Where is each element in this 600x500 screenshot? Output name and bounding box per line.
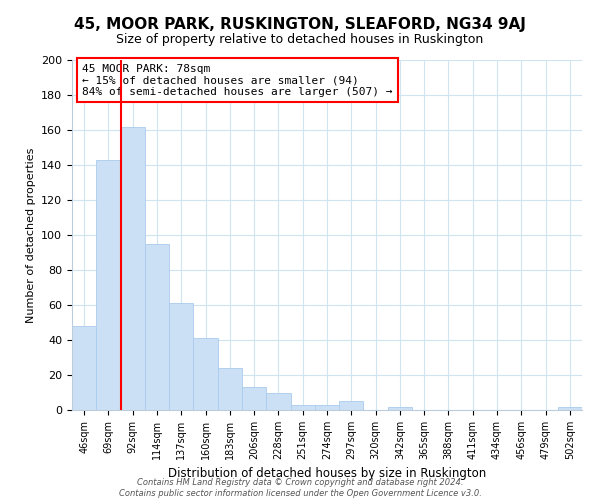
X-axis label: Distribution of detached houses by size in Ruskington: Distribution of detached houses by size … [168,468,486,480]
Bar [290,405,315,410]
Bar [96,160,121,410]
Text: Contains HM Land Registry data © Crown copyright and database right 2024.
Contai: Contains HM Land Registry data © Crown c… [119,478,481,498]
Bar [145,244,169,410]
Bar [315,405,339,410]
Y-axis label: Number of detached properties: Number of detached properties [26,148,35,322]
Text: 45 MOOR PARK: 78sqm
← 15% of detached houses are smaller (94)
84% of semi-detach: 45 MOOR PARK: 78sqm ← 15% of detached ho… [82,64,392,96]
Bar [169,303,193,410]
Text: 45, MOOR PARK, RUSKINGTON, SLEAFORD, NG34 9AJ: 45, MOOR PARK, RUSKINGTON, SLEAFORD, NG3… [74,18,526,32]
Bar [242,387,266,410]
Bar [218,368,242,410]
Bar [72,326,96,410]
Bar [193,338,218,410]
Bar [121,126,145,410]
Bar [339,401,364,410]
Bar [266,392,290,410]
Bar [558,406,582,410]
Bar [388,406,412,410]
Text: Size of property relative to detached houses in Ruskington: Size of property relative to detached ho… [116,32,484,46]
